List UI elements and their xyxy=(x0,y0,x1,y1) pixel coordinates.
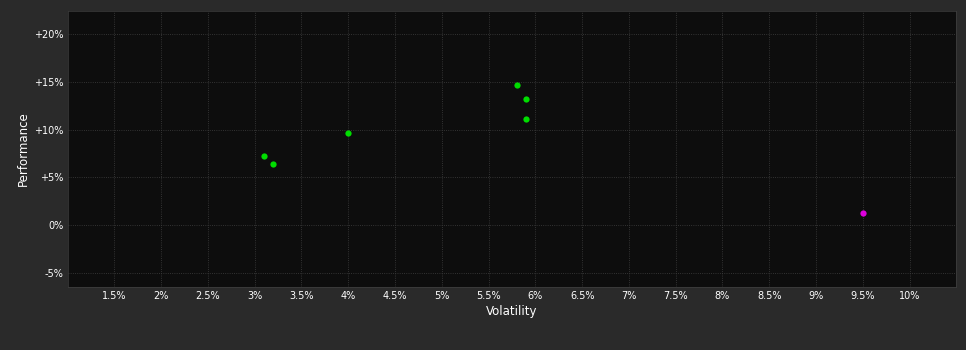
Y-axis label: Performance: Performance xyxy=(16,111,30,186)
X-axis label: Volatility: Volatility xyxy=(486,305,538,318)
